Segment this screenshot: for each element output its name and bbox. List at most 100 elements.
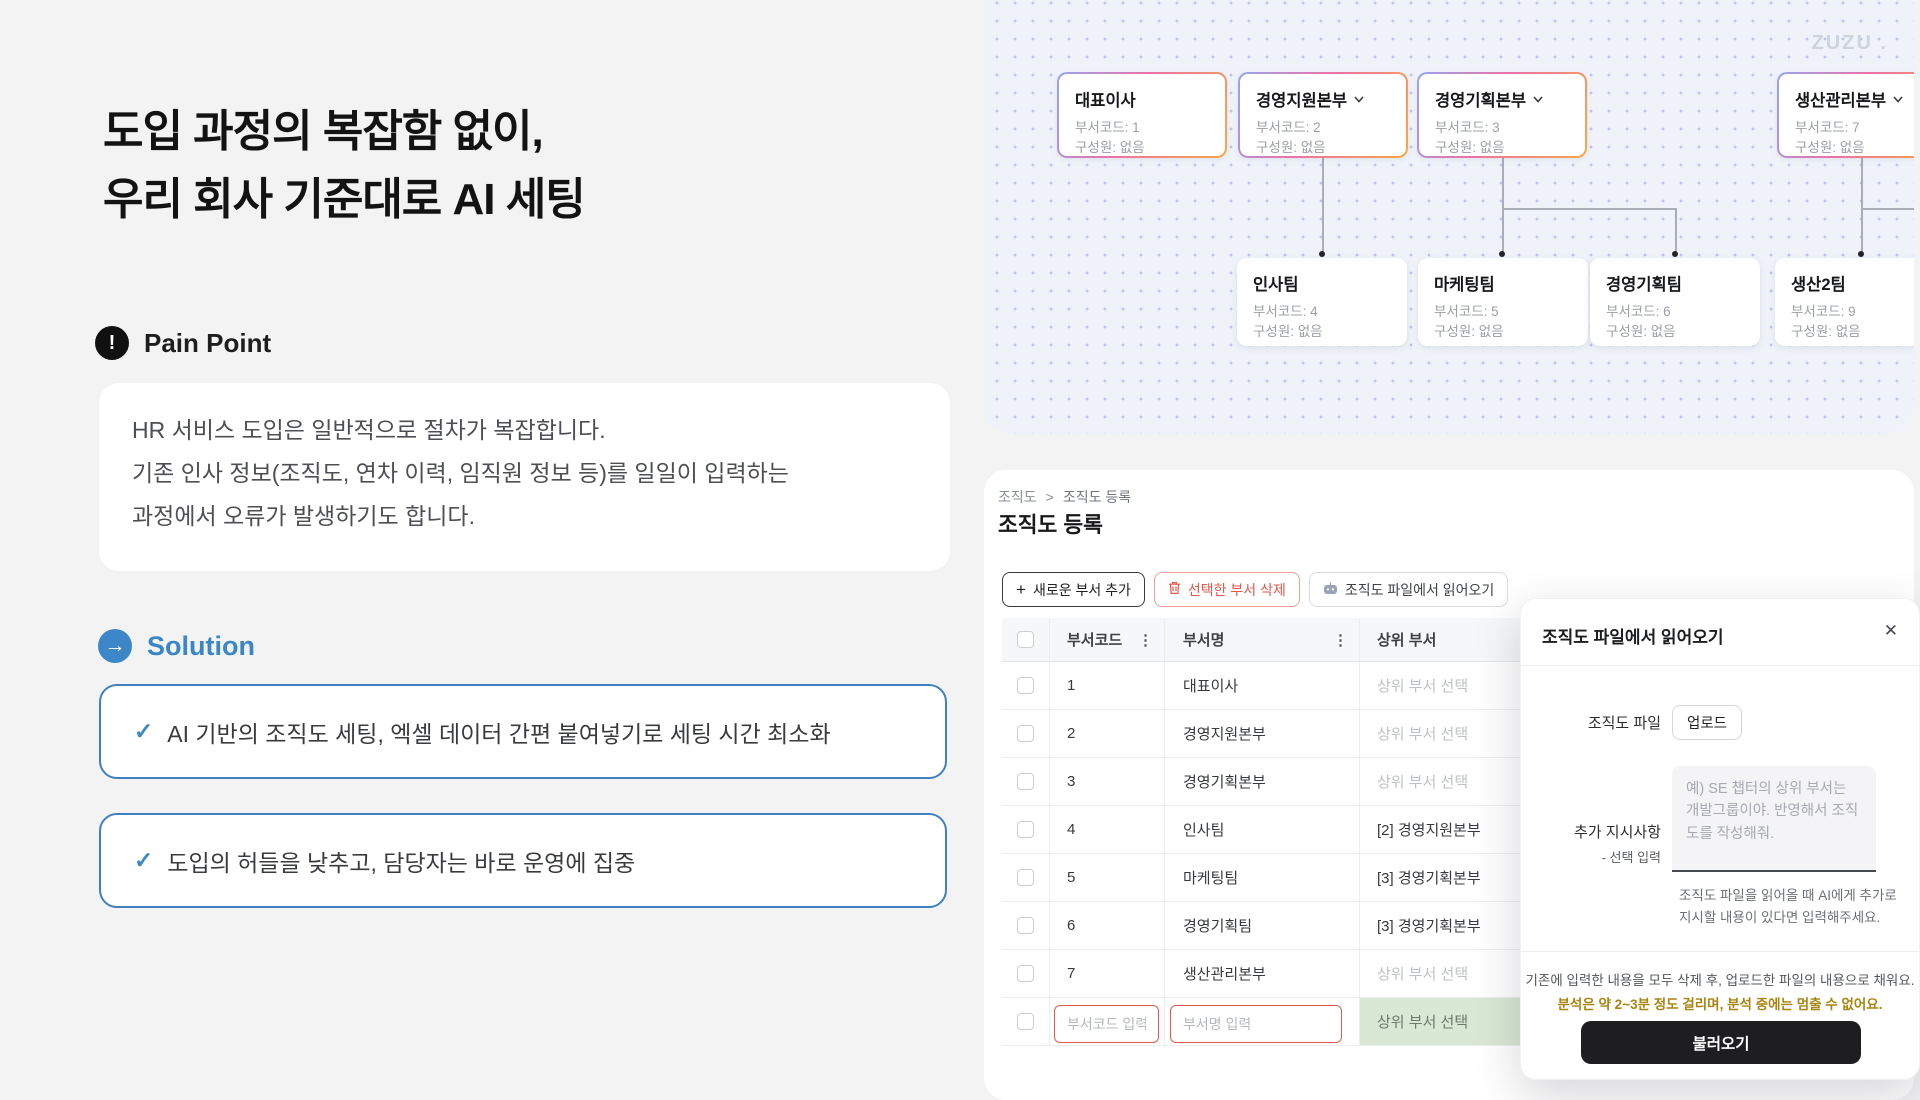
cell-parent-select[interactable]: [2] 경영지원본부	[1377, 822, 1481, 839]
connector-dot	[1858, 251, 1864, 257]
org-card-ceo[interactable]: 대표이사 부서코드: 1 구성원: 없음	[1057, 72, 1227, 158]
row-checkbox[interactable]	[1017, 725, 1034, 742]
table-row: 3 경영기획본부 상위 부서 선택	[1002, 758, 1898, 806]
row-checkbox[interactable]	[1017, 917, 1034, 934]
connector-line	[1861, 208, 1914, 210]
org-card-code: 부서코드: 9	[1791, 304, 1856, 319]
divider	[1521, 665, 1919, 666]
close-icon[interactable]: ✕	[1883, 621, 1898, 640]
import-file-modal: 조직도 파일에서 읽어오기 ✕ 조직도 파일 업로드 추가 지시사항 - 선택 …	[1520, 598, 1920, 1080]
headline-line-1: 도입 과정의 복잡함 없이,	[103, 107, 544, 156]
pain-line: HR 서비스 도입은 일반적으로 절차가 복잡합니다.	[132, 417, 606, 443]
col-header-name: 부서명	[1183, 632, 1225, 649]
table-row: 6 경영기획팀 [3] 경영기획본부	[1002, 902, 1898, 950]
zuzu-watermark: ZUZU .	[1811, 32, 1888, 54]
page-title: 조직도 등록	[998, 513, 1103, 537]
cell-parent-select[interactable]: 상위 부서 선택	[1377, 678, 1469, 695]
instructions-optional-label: - 선택 입력	[1601, 850, 1661, 865]
org-card-members: 구성원: 없음	[1075, 140, 1145, 156]
table-row: 7 생산관리본부 상위 부서 선택	[1002, 950, 1898, 998]
check-icon: ✓	[134, 847, 154, 873]
modal-notice-text: 기존에 입력한 내용을 모두 삭제 후, 업로드한 파일의 내용으로 채워요.	[1525, 973, 1915, 988]
org-card-members: 구성원: 없음	[1795, 140, 1865, 156]
org-card-hr-team[interactable]: 인사팀 부서코드: 4 구성원: 없음	[1237, 258, 1407, 346]
cell-name: 경영지원본부	[1165, 710, 1360, 757]
row-checkbox[interactable]	[1017, 773, 1034, 790]
cell-name: 인사팀	[1165, 806, 1360, 853]
org-card-title: 생산관리본부	[1795, 92, 1887, 110]
org-card-code: 부서코드: 6	[1606, 304, 1671, 319]
breadcrumb-current: 조직도 등록	[1062, 489, 1132, 505]
org-card-code: 부서코드: 2	[1256, 120, 1321, 135]
breadcrumb-root[interactable]: 조직도	[998, 489, 1037, 505]
cell-parent-select[interactable]: 상위 부서 선택	[1377, 726, 1469, 743]
org-card-title: 경영기획본부	[1435, 92, 1527, 110]
row-checkbox[interactable]	[1017, 869, 1034, 886]
page-headline: 도입 과정의 복잡함 없이, 우리 회사 기준대로 AI 세팅	[103, 98, 586, 234]
cell-code: 1	[1050, 662, 1165, 709]
import-from-file-button[interactable]: 조직도 파일에서 읽어오기	[1308, 572, 1509, 607]
org-card-production2-team[interactable]: 생산2팀 부서코드: 9 구성원: 없음	[1775, 258, 1914, 346]
connector-line	[1322, 158, 1324, 254]
chevron-down-icon[interactable]	[1354, 95, 1364, 103]
dept-code-input[interactable]	[1054, 1005, 1159, 1043]
select-all-checkbox[interactable]	[1017, 631, 1034, 648]
kebab-menu-icon[interactable]: ⋮	[1333, 631, 1348, 649]
solution-item-text: AI 기반의 조직도 세팅, 엑셀 데이터 간편 붙여넣기로 세팅 시간 최소화	[167, 720, 831, 747]
row-checkbox[interactable]	[1017, 1013, 1034, 1030]
load-button[interactable]: 불러오기	[1581, 1021, 1861, 1064]
textarea-help-text: 조직도 파일을 읽어올 때 AI에게 추가로 지시할 내용이 있다면 입력해주세…	[1679, 888, 1897, 926]
org-card-mgmt-planning-hq[interactable]: 경영기획본부 부서코드: 3 구성원: 없음	[1417, 72, 1587, 158]
headline-line-2: 우리 회사 기준대로 AI 세팅	[103, 174, 586, 224]
table-row: 4 인사팀 [2] 경영지원본부	[1002, 806, 1898, 854]
connector-line	[1502, 158, 1504, 254]
modal-warning-text: 분석은 약 2~3분 정도 걸리며, 분석 중에는 멈출 수 없어요.	[1557, 997, 1883, 1012]
cell-name: 생산관리본부	[1165, 950, 1360, 997]
cell-parent-select[interactable]: [3] 경영기획본부	[1377, 870, 1481, 887]
instructions-field-label: 추가 지시사항 - 선택 입력	[1521, 821, 1661, 866]
org-card-title: 경영기획팀	[1606, 276, 1682, 294]
divider	[1521, 951, 1919, 952]
delete-department-button[interactable]: 선택한 부서 삭제	[1153, 572, 1300, 607]
cell-parent-select[interactable]: 상위 부서 선택	[1377, 774, 1469, 791]
cell-code: 3	[1050, 758, 1165, 805]
check-icon: ✓	[134, 718, 154, 744]
org-card-members: 구성원: 없음	[1606, 324, 1676, 340]
row-checkbox[interactable]	[1017, 965, 1034, 982]
org-card-code: 부서코드: 4	[1253, 304, 1318, 319]
dept-name-input[interactable]	[1170, 1005, 1342, 1043]
modal-title: 조직도 파일에서 읽어오기	[1542, 628, 1724, 647]
cell-name: 마케팅팀	[1165, 854, 1360, 901]
org-card-code: 부서코드: 5	[1434, 304, 1499, 319]
connector-dot	[1499, 251, 1505, 257]
org-card-members: 구성원: 없음	[1434, 324, 1504, 340]
org-card-planning-team[interactable]: 경영기획팀 부서코드: 6 구성원: 없음	[1590, 258, 1760, 346]
table-row: 2 경영지원본부 상위 부서 선택	[1002, 710, 1898, 758]
cell-name: 대표이사	[1165, 662, 1360, 709]
row-checkbox[interactable]	[1017, 677, 1034, 694]
cell-code: 6	[1050, 902, 1165, 949]
toolbar: + 새로운 부서 추가 선택한 부서 삭제 조직도 파일에서 읽어오기	[1002, 572, 1509, 607]
row-checkbox[interactable]	[1017, 821, 1034, 838]
chevron-down-icon[interactable]	[1533, 95, 1543, 103]
solution-header: → Solution	[98, 629, 255, 663]
org-card-title: 경영지원본부	[1256, 92, 1348, 110]
org-card-title: 마케팅팀	[1434, 276, 1495, 294]
cell-parent-select[interactable]: [3] 경영기획본부	[1377, 918, 1481, 935]
org-card-mgmt-support[interactable]: 경영지원본부 부서코드: 2 구성원: 없음	[1238, 72, 1408, 158]
org-card-marketing-team[interactable]: 마케팅팀 부서코드: 5 구성원: 없음	[1418, 258, 1588, 346]
org-card-members: 구성원: 없음	[1253, 324, 1323, 340]
org-card-title: 인사팀	[1253, 276, 1299, 294]
kebab-menu-icon[interactable]: ⋮	[1138, 631, 1153, 649]
org-chart-canvas[interactable]: ZUZU . 대표이사 부서코드: 1 구성원: 없음 경영지원본부 부서코드: …	[984, 0, 1914, 434]
add-department-button[interactable]: + 새로운 부서 추가	[1002, 572, 1145, 607]
extra-instructions-textarea[interactable]	[1672, 766, 1876, 872]
upload-button[interactable]: 업로드	[1672, 705, 1743, 740]
chevron-down-icon[interactable]	[1893, 95, 1903, 103]
cell-code: 4	[1050, 806, 1165, 853]
org-card-production-hq[interactable]: 생산관리본부 부서코드: 7 구성원: 없음	[1777, 72, 1914, 158]
cell-parent-select[interactable]: 상위 부서 선택	[1377, 966, 1469, 983]
pain-point-header: ! Pain Point	[95, 326, 271, 360]
breadcrumb-separator: >	[1045, 489, 1054, 505]
robot-icon	[1323, 581, 1338, 598]
